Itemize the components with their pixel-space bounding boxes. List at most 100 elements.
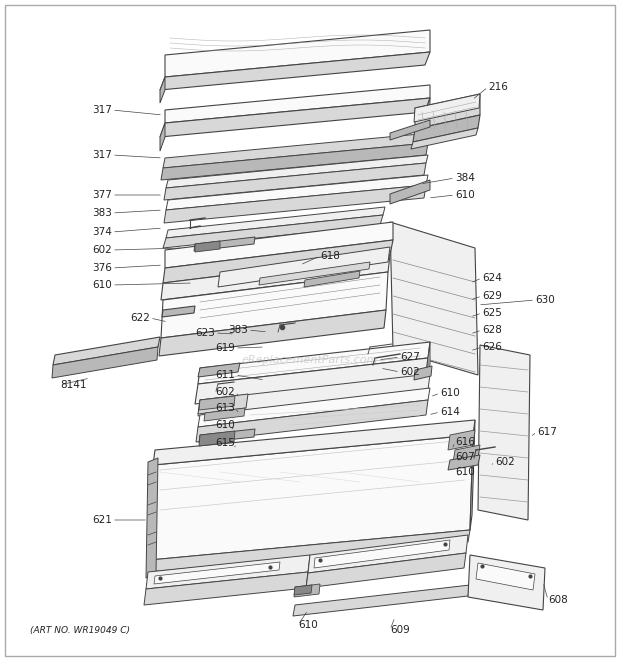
Polygon shape bbox=[306, 553, 466, 588]
Polygon shape bbox=[196, 400, 428, 442]
Text: 627: 627 bbox=[400, 352, 420, 362]
Text: 610: 610 bbox=[455, 467, 475, 477]
Polygon shape bbox=[411, 128, 478, 149]
Text: 610: 610 bbox=[440, 388, 460, 398]
Text: 615: 615 bbox=[215, 438, 235, 448]
Text: 611: 611 bbox=[215, 370, 235, 380]
Polygon shape bbox=[198, 363, 240, 377]
Text: eReplacementParts.com: eReplacementParts.com bbox=[242, 355, 378, 365]
Text: 602: 602 bbox=[495, 457, 515, 467]
Polygon shape bbox=[304, 271, 360, 287]
Polygon shape bbox=[476, 563, 535, 590]
Text: 383: 383 bbox=[228, 325, 248, 335]
Polygon shape bbox=[195, 241, 220, 252]
Polygon shape bbox=[165, 85, 430, 123]
Text: 614: 614 bbox=[440, 407, 460, 417]
Text: 626: 626 bbox=[482, 342, 502, 352]
Polygon shape bbox=[159, 310, 386, 356]
Polygon shape bbox=[414, 366, 432, 380]
Text: 619: 619 bbox=[215, 343, 235, 353]
Polygon shape bbox=[390, 120, 430, 140]
Polygon shape bbox=[478, 345, 530, 520]
Polygon shape bbox=[314, 540, 450, 568]
Polygon shape bbox=[160, 123, 165, 151]
Polygon shape bbox=[160, 52, 430, 90]
Polygon shape bbox=[162, 306, 195, 317]
Text: 630: 630 bbox=[535, 295, 555, 305]
Polygon shape bbox=[414, 94, 480, 122]
Polygon shape bbox=[165, 222, 393, 268]
Text: 610: 610 bbox=[455, 190, 475, 200]
Polygon shape bbox=[163, 215, 383, 248]
Polygon shape bbox=[53, 337, 160, 365]
Polygon shape bbox=[160, 77, 165, 103]
Text: 602: 602 bbox=[400, 367, 420, 377]
Polygon shape bbox=[166, 207, 385, 238]
Text: 609: 609 bbox=[390, 625, 410, 635]
Polygon shape bbox=[161, 143, 428, 180]
Text: 623: 623 bbox=[195, 328, 215, 338]
Text: 610: 610 bbox=[92, 280, 112, 290]
Polygon shape bbox=[146, 458, 158, 578]
Polygon shape bbox=[154, 562, 280, 584]
Text: 610: 610 bbox=[215, 420, 235, 430]
Text: (ART NO. WR19049 C): (ART NO. WR19049 C) bbox=[30, 625, 130, 635]
Text: 602: 602 bbox=[92, 245, 112, 255]
Polygon shape bbox=[390, 180, 430, 204]
Polygon shape bbox=[413, 115, 480, 142]
Polygon shape bbox=[163, 133, 430, 168]
Polygon shape bbox=[199, 431, 235, 446]
Text: 317: 317 bbox=[92, 150, 112, 160]
Polygon shape bbox=[390, 222, 478, 375]
Polygon shape bbox=[160, 98, 430, 137]
Polygon shape bbox=[198, 374, 430, 416]
Polygon shape bbox=[425, 98, 430, 126]
Polygon shape bbox=[163, 240, 393, 283]
Text: 617: 617 bbox=[537, 427, 557, 437]
Text: 616: 616 bbox=[455, 437, 475, 447]
Polygon shape bbox=[166, 155, 428, 188]
Polygon shape bbox=[308, 535, 468, 573]
Polygon shape bbox=[470, 420, 475, 530]
Text: 608: 608 bbox=[548, 595, 568, 605]
Polygon shape bbox=[204, 408, 245, 421]
Text: 618: 618 bbox=[320, 251, 340, 261]
Text: 629: 629 bbox=[482, 291, 502, 301]
Polygon shape bbox=[198, 388, 430, 427]
Polygon shape bbox=[218, 247, 390, 287]
Polygon shape bbox=[294, 584, 320, 597]
Polygon shape bbox=[199, 396, 235, 410]
Polygon shape bbox=[415, 94, 480, 129]
Polygon shape bbox=[146, 555, 310, 589]
Text: 607: 607 bbox=[455, 452, 475, 462]
Polygon shape bbox=[194, 237, 255, 251]
Polygon shape bbox=[293, 585, 470, 616]
Polygon shape bbox=[198, 394, 248, 414]
Polygon shape bbox=[165, 30, 430, 77]
Text: 384: 384 bbox=[455, 173, 475, 183]
Text: 625: 625 bbox=[482, 308, 502, 318]
Text: 610: 610 bbox=[298, 620, 317, 630]
Polygon shape bbox=[150, 435, 473, 560]
Polygon shape bbox=[164, 163, 426, 200]
Text: 624: 624 bbox=[482, 273, 502, 283]
Text: 628: 628 bbox=[482, 325, 502, 335]
Polygon shape bbox=[166, 175, 428, 210]
Text: 376: 376 bbox=[92, 263, 112, 273]
Polygon shape bbox=[52, 347, 158, 378]
Polygon shape bbox=[259, 262, 370, 285]
Polygon shape bbox=[195, 358, 428, 404]
Polygon shape bbox=[161, 272, 388, 338]
Text: 622: 622 bbox=[130, 313, 150, 323]
Text: 383: 383 bbox=[92, 208, 112, 218]
Polygon shape bbox=[164, 185, 426, 223]
Polygon shape bbox=[144, 572, 308, 605]
Polygon shape bbox=[428, 342, 430, 380]
Polygon shape bbox=[448, 430, 475, 450]
Text: 216: 216 bbox=[488, 82, 508, 92]
Text: 317: 317 bbox=[92, 105, 112, 115]
Polygon shape bbox=[198, 342, 430, 384]
Text: 374: 374 bbox=[92, 227, 112, 237]
Text: 377: 377 bbox=[92, 190, 112, 200]
Polygon shape bbox=[153, 420, 475, 465]
